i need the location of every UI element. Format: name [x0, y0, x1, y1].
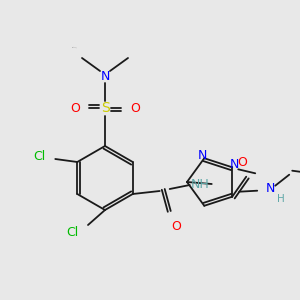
Text: O: O — [237, 156, 247, 169]
Text: N: N — [198, 149, 207, 162]
Text: O: O — [171, 220, 181, 233]
Text: N: N — [266, 182, 275, 195]
Text: NH: NH — [190, 178, 209, 190]
Text: methyl_l: methyl_l — [72, 46, 78, 48]
Text: Cl: Cl — [33, 151, 45, 164]
Text: N: N — [230, 158, 239, 171]
Text: S: S — [100, 101, 109, 115]
Text: N: N — [100, 70, 110, 83]
Text: O: O — [130, 101, 140, 115]
Text: H: H — [278, 194, 285, 204]
Text: O: O — [70, 101, 80, 115]
Text: Cl: Cl — [66, 226, 78, 239]
